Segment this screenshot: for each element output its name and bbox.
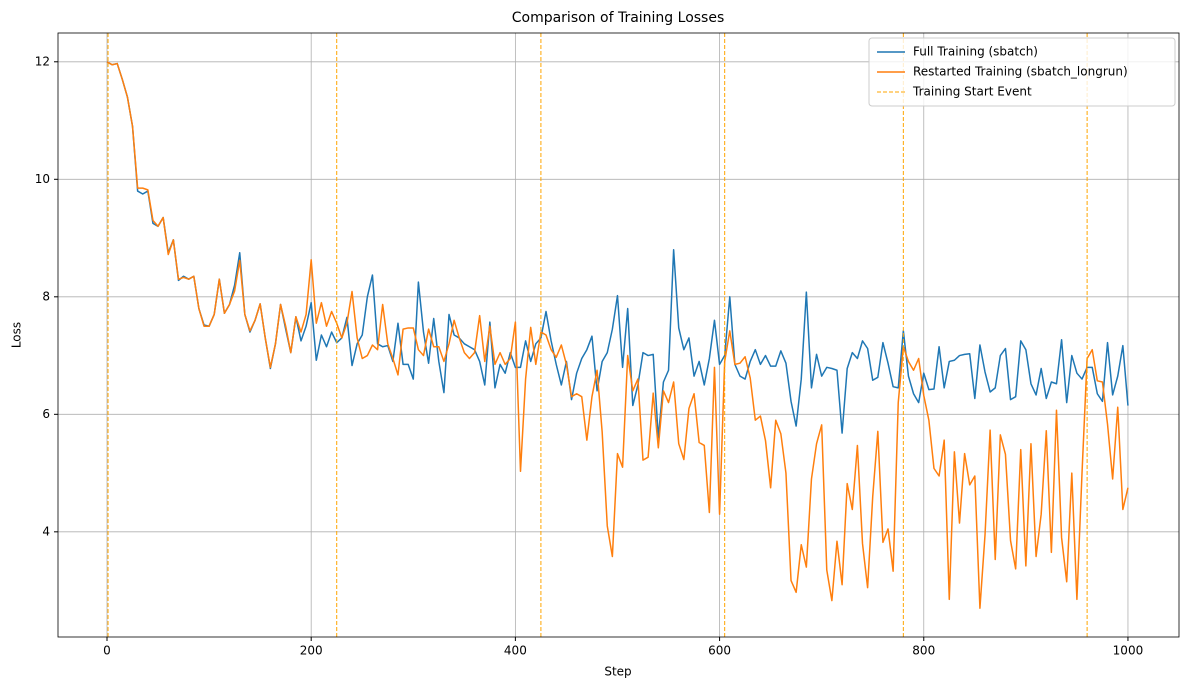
x-tick-label: 800 xyxy=(912,644,935,658)
chart-title: Comparison of Training Losses xyxy=(512,10,725,26)
legend-label: Restarted Training (sbatch_longrun) xyxy=(913,65,1128,79)
x-tick-label: 1000 xyxy=(1113,644,1144,658)
x-tick-label: 200 xyxy=(300,644,323,658)
x-tick-label: 600 xyxy=(708,644,731,658)
x-tick-label: 400 xyxy=(504,644,527,658)
legend: Full Training (sbatch) Restarted Training… xyxy=(868,37,1176,107)
legend-box xyxy=(868,37,1176,107)
y-tick-label: 10 xyxy=(35,172,50,186)
y-tick-label: 4 xyxy=(42,524,50,538)
line-series xyxy=(106,61,1129,609)
x-tick-label: 0 xyxy=(103,644,111,658)
y-axis-label: Loss xyxy=(10,322,24,348)
legend-label: Full Training (sbatch) xyxy=(913,45,1038,59)
plot-frame xyxy=(57,32,1180,638)
y-tick-label: 6 xyxy=(42,407,50,421)
legend-label: Training Start Event xyxy=(912,85,1032,99)
y-tick-label: 12 xyxy=(35,54,50,68)
y-tick-label: 8 xyxy=(42,289,50,303)
x-axis-label: Step xyxy=(604,665,631,679)
